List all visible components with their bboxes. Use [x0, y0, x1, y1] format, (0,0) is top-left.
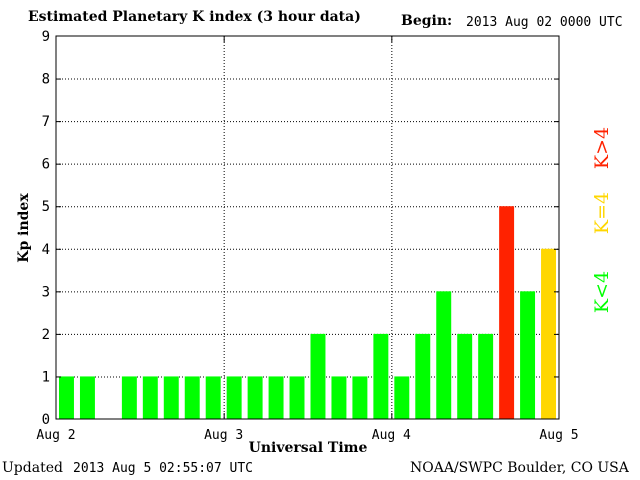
source-credit: NOAA/SWPC Boulder, CO USA [410, 460, 629, 476]
legend-label: K<4 [591, 271, 613, 313]
y-axis-ticks: 0 1 2 3 4 5 6 7 8 9 [42, 29, 559, 428]
kp-bar [499, 206, 515, 419]
x-axis-label: Universal Time [249, 440, 368, 456]
legend-label: K=4 [591, 192, 613, 234]
legend-label: K>4 [591, 127, 613, 169]
grid-lines [56, 36, 559, 419]
kp-bar [415, 333, 431, 419]
y-tick-label: 7 [42, 114, 50, 130]
kp-bar [541, 248, 556, 419]
kp-bar [436, 291, 452, 419]
kp-bar [184, 376, 200, 419]
kp-bar [457, 333, 473, 419]
updated-value: 2013 Aug 5 02:55:07 UTC [73, 461, 254, 476]
kp-bar [205, 376, 221, 419]
kp-bar [121, 376, 137, 419]
x-tick-label: Aug 4 [372, 428, 411, 443]
begin-label: Begin: [401, 13, 453, 29]
kp-bar [310, 333, 326, 419]
x-axis-ticks: Aug 2 Aug 3 Aug 4 Aug 5 [36, 36, 579, 443]
y-tick-label: 6 [42, 157, 50, 173]
x-tick-label: Aug 2 [36, 428, 75, 443]
y-tick-label: 4 [42, 242, 50, 258]
y-tick-label: 3 [42, 284, 50, 300]
kp-bar [79, 376, 95, 419]
kp-bar [163, 376, 179, 419]
y-tick-label: 5 [42, 199, 50, 215]
y-axis-label: Kp index [16, 193, 32, 263]
begin-value: 2013 Aug 02 0000 UTC [466, 15, 623, 30]
y-tick-label: 9 [42, 29, 50, 45]
kp-bar [373, 333, 389, 419]
x-tick-label: Aug 5 [539, 428, 578, 443]
y-tick-label: 1 [42, 369, 50, 385]
kp-bar [142, 376, 158, 419]
kp-bar [352, 376, 368, 419]
kp-bar [226, 376, 242, 419]
legend: K<4 K=4 K>4 [591, 127, 613, 313]
updated-label: Updated [2, 460, 63, 476]
kp-bar [394, 376, 410, 419]
chart-title: Estimated Planetary K index (3 hour data… [28, 9, 361, 25]
kp-bar [268, 376, 284, 419]
kp-bar [520, 291, 536, 419]
plot-area-frame [55, 35, 560, 420]
x-tick-label: Aug 3 [204, 428, 243, 443]
kp-bar [247, 376, 263, 419]
kp-bar [331, 376, 347, 419]
y-tick-label: 0 [42, 412, 50, 428]
y-tick-label: 8 [42, 72, 50, 88]
kp-bar [59, 376, 74, 419]
kp-bar [289, 376, 305, 419]
y-tick-label: 2 [42, 327, 50, 343]
kp-bar [478, 333, 494, 419]
bars [59, 206, 556, 419]
